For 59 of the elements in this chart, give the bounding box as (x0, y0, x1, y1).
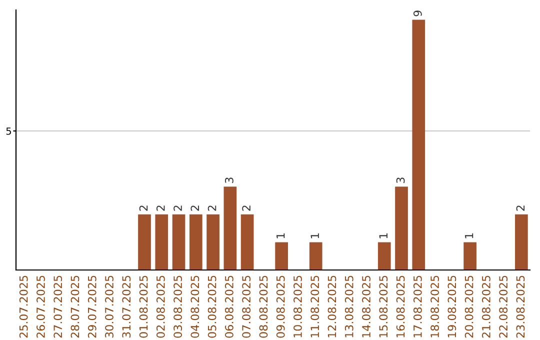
data-label: 2 (208, 206, 216, 211)
data-label: 2 (139, 206, 148, 211)
x-tick-label: 09.08.2025 (276, 276, 285, 338)
data-label: 1 (465, 233, 474, 238)
bar (309, 242, 322, 270)
y-tick-label: 5 (6, 128, 11, 135)
data-label: 1 (310, 233, 319, 238)
x-tick-label: 18.08.2025 (430, 276, 439, 338)
x-tick-label: 25.07.2025 (19, 276, 28, 338)
bar (172, 214, 186, 270)
data-label: 3 (224, 178, 234, 183)
x-tick-label: 26.07.2025 (36, 276, 45, 338)
data-label: 2 (516, 206, 524, 211)
x-tick-label: 30.07.2025 (105, 276, 114, 338)
data-label: 1 (379, 233, 388, 238)
bar (378, 242, 391, 270)
x-tick-label: 14.08.2025 (362, 276, 370, 338)
x-tick-label: 02.08.2025 (156, 276, 165, 338)
x-tick-label: 05.08.2025 (208, 276, 216, 338)
x-tick-label: 27.07.2025 (54, 276, 62, 338)
data-label: 3 (396, 178, 405, 183)
x-tick-label: 31.07.2025 (122, 276, 131, 338)
data-label: 2 (174, 206, 182, 211)
x-tick-label: 16.08.2025 (396, 276, 405, 338)
bar (395, 186, 408, 270)
x-tick-label: 06.08.2025 (224, 276, 234, 338)
data-label: 2 (190, 206, 199, 211)
x-tick-label: 22.08.2025 (499, 276, 508, 338)
bar (189, 214, 202, 270)
bar (275, 242, 288, 270)
x-tick-label: 29.07.2025 (88, 276, 96, 338)
bar (412, 20, 426, 270)
x-tick-label: 20.08.2025 (464, 276, 474, 338)
x-tick-label: 04.08.2025 (190, 276, 200, 338)
x-tick-label: 28.07.2025 (70, 276, 80, 338)
x-tick-label: 15.08.2025 (379, 276, 388, 338)
x-tick-label: 13.08.2025 (344, 276, 354, 338)
x-tick-label: 07.08.2025 (242, 276, 251, 338)
bar (138, 214, 151, 270)
bar (206, 214, 220, 270)
x-tick-label: 08.08.2025 (259, 276, 268, 338)
x-tick-label: 23.08.2025 (516, 276, 525, 338)
data-label: 2 (242, 206, 250, 211)
bar (240, 214, 254, 270)
bar (224, 186, 237, 270)
data-label: 1 (276, 233, 285, 238)
data-label: 2 (156, 206, 165, 211)
x-tick-label: 01.08.2025 (139, 276, 148, 338)
bar (155, 214, 168, 270)
x-tick-label: 12.08.2025 (328, 276, 336, 338)
data-label: 9 (413, 10, 422, 16)
bar (464, 242, 476, 270)
x-tick-label: 11.08.2025 (310, 276, 320, 338)
x-tick-label: 19.08.2025 (448, 276, 456, 338)
bar (515, 214, 528, 270)
x-tick-label: 21.08.2025 (482, 276, 490, 338)
x-tick-label: 03.08.2025 (174, 276, 182, 338)
x-tick-label: 10.08.2025 (294, 276, 302, 338)
x-tick-label: 17.08.2025 (413, 276, 422, 338)
